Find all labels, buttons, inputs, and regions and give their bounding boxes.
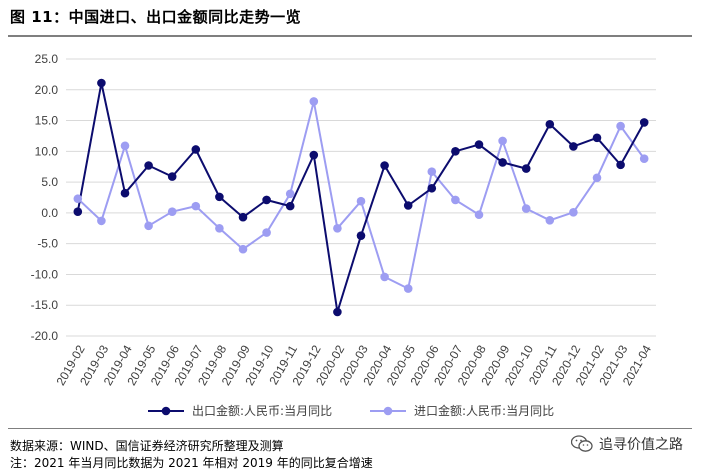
y-tick-label: -10.0 <box>31 267 59 281</box>
y-tick-label: 25.0 <box>35 52 59 66</box>
y-tick-label: 20.0 <box>35 83 59 97</box>
legend: 出口金额:人民币:当月同比 进口金额:人民币:当月同比 <box>148 403 554 418</box>
point-import <box>144 221 153 231</box>
point-export <box>191 145 201 154</box>
legend-marker <box>383 406 393 416</box>
x-tick-labels: 2019-022019-032019-042019-052019-062019-… <box>54 342 655 387</box>
point-import <box>309 97 319 106</box>
point-export <box>97 78 106 88</box>
point-export <box>73 207 83 216</box>
point-export <box>120 188 130 198</box>
y-tick-label: 10.0 <box>35 144 59 158</box>
point-export <box>285 201 295 211</box>
footer-rule <box>8 428 692 429</box>
figure-title: 图 11：中国进口、出口金额同比走势一览 <box>10 8 302 26</box>
legend-label: 出口金额:人民币:当月同比 <box>192 403 332 418</box>
point-export <box>333 307 342 317</box>
point-import <box>97 216 106 226</box>
point-export <box>639 118 649 127</box>
point-export <box>238 212 248 222</box>
watermark-text: 追寻价值之路 <box>599 437 683 453</box>
y-tick-label: 0.0 <box>41 206 58 220</box>
point-export <box>144 161 153 170</box>
series-points <box>73 78 649 317</box>
point-export <box>521 164 531 173</box>
data-source: 数据来源：WIND、国信证券经济研究所整理及测算 <box>10 439 284 453</box>
point-export <box>215 192 224 202</box>
point-export <box>309 150 319 160</box>
y-tick-label: -15.0 <box>31 298 59 312</box>
point-import <box>451 195 460 205</box>
footnote: 注：2021 年当月同比数据为 2021 年相对 2019 年的同比复合增速 <box>10 456 373 470</box>
point-import <box>521 204 531 213</box>
line-chart: -20.0 -15.0 -10.0 -5.0 0.0 5.0 10.0 15.0 20.0 25.… <box>31 52 656 418</box>
legend-marker <box>161 406 171 416</box>
point-export <box>474 140 484 149</box>
wechat-icon <box>570 435 593 453</box>
y-tick-label: -20.0 <box>31 329 59 343</box>
point-export <box>498 158 507 167</box>
point-import <box>592 173 602 183</box>
point-import <box>333 223 342 233</box>
title-rule <box>8 35 692 37</box>
point-import <box>120 141 130 151</box>
series-line-import <box>77 100 646 290</box>
point-export <box>427 183 437 193</box>
point-import <box>73 194 83 204</box>
point-export <box>592 133 602 143</box>
legend-label: 进口金额:人民币:当月同比 <box>414 403 554 418</box>
point-import <box>238 244 248 254</box>
y-tick-label: 5.0 <box>41 175 58 189</box>
point-export <box>616 160 625 170</box>
point-export <box>262 195 271 205</box>
point-import <box>474 210 484 220</box>
watermark: 追寻价值之路 <box>570 434 683 454</box>
y-tick-label: -5.0 <box>37 237 58 251</box>
point-export <box>380 161 389 170</box>
point-import <box>356 196 366 206</box>
point-import <box>639 154 649 164</box>
point-export <box>451 147 460 156</box>
point-export <box>545 119 555 129</box>
point-import <box>167 207 177 216</box>
point-export <box>403 201 413 210</box>
point-import <box>498 136 507 146</box>
point-export <box>167 172 177 181</box>
point-import <box>616 121 625 131</box>
y-tick-labels: -20.0 -15.0 -10.0 -5.0 0.0 5.0 10.0 15.0 20.0 25.… <box>31 52 59 343</box>
point-export <box>569 142 578 151</box>
point-import <box>545 215 555 225</box>
y-tick-label: 15.0 <box>35 114 59 128</box>
point-import <box>403 284 413 293</box>
point-import <box>285 189 295 199</box>
grid-lines <box>66 58 656 337</box>
point-import <box>380 272 389 282</box>
point-import <box>262 228 271 237</box>
point-import <box>569 207 578 217</box>
point-import <box>427 167 437 176</box>
point-import <box>191 201 201 211</box>
point-export <box>356 231 366 240</box>
point-import <box>215 223 224 233</box>
